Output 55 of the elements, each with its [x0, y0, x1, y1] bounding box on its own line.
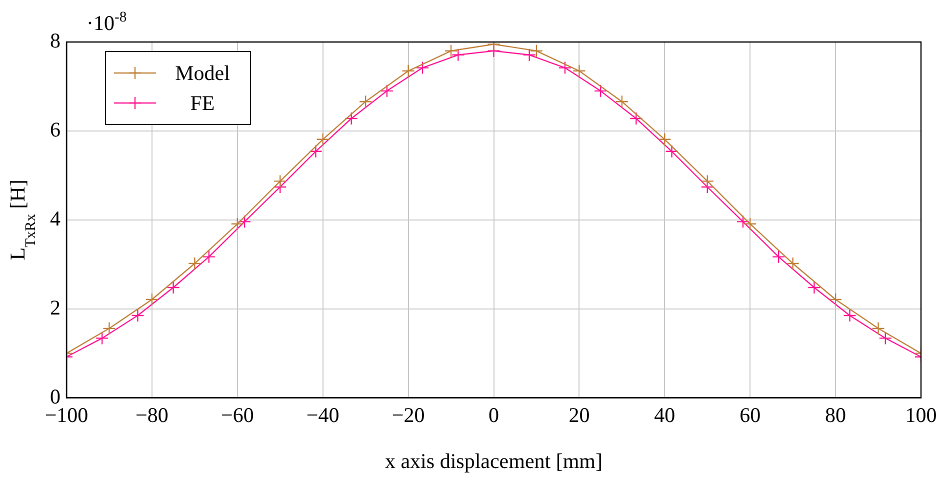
x-tick-label: 60 — [740, 402, 761, 427]
point — [744, 217, 757, 231]
x-tick-label: 20 — [568, 402, 590, 427]
x-tick-label: −80 — [136, 402, 168, 427]
x-tick-label: −40 — [306, 402, 340, 427]
point — [828, 292, 842, 306]
point — [808, 280, 821, 294]
point — [274, 174, 287, 188]
point — [522, 48, 536, 62]
point — [658, 132, 672, 146]
point — [878, 332, 892, 345]
y-tick-label: 2 — [50, 295, 60, 320]
point — [380, 84, 394, 98]
y-axis-title: LTxRx [H] — [6, 180, 39, 260]
point — [202, 250, 216, 264]
point — [700, 174, 714, 188]
point — [615, 94, 629, 108]
point — [530, 44, 544, 58]
point — [786, 256, 800, 270]
point — [309, 144, 322, 158]
point — [188, 256, 202, 270]
point — [102, 322, 116, 336]
point — [95, 332, 109, 345]
y-tick-label: 8 — [50, 28, 60, 53]
point — [238, 215, 252, 228]
legend-label: FE — [189, 90, 216, 116]
point — [736, 215, 750, 228]
point — [166, 280, 180, 294]
legend-label: Model — [174, 60, 231, 86]
y-tick-label: 4 — [50, 206, 61, 230]
point — [558, 61, 572, 74]
point — [145, 292, 159, 306]
point — [572, 64, 586, 78]
point — [416, 61, 430, 74]
point — [402, 64, 415, 78]
x-axis-title: x axis displacement [mm] — [384, 448, 603, 473]
y-tick-label: 6 — [50, 117, 60, 142]
point — [872, 322, 885, 336]
point — [630, 112, 643, 126]
point — [316, 132, 330, 146]
x-tick-label: 0 — [488, 402, 499, 427]
point — [344, 112, 358, 126]
point — [444, 44, 458, 58]
point — [452, 48, 465, 62]
x-tick-label: 80 — [825, 402, 846, 427]
x-tick-label: −60 — [220, 402, 254, 427]
point — [772, 250, 786, 264]
point — [665, 144, 678, 158]
point — [131, 308, 144, 322]
x-tick-label: 40 — [654, 402, 676, 427]
point — [843, 308, 856, 322]
point — [230, 217, 244, 231]
x-tick-label: −20 — [392, 402, 425, 427]
x-tick-label: 100 — [905, 402, 937, 427]
point — [358, 94, 372, 108]
